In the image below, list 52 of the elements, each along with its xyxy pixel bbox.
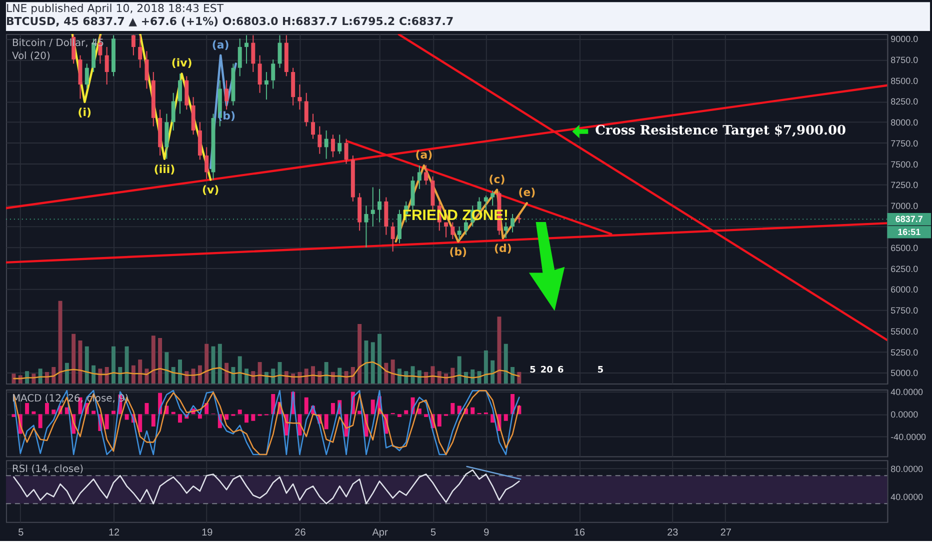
- y-tick-label: 9000.0: [890, 34, 918, 44]
- annotation: Cross Resistence Target $7,900.00: [595, 123, 846, 138]
- x-tick-label: 5: [18, 527, 24, 538]
- x-tick-label: 9: [484, 527, 490, 538]
- y-tick-label: 5500.0: [890, 326, 918, 336]
- x-tick-label: 16: [574, 527, 586, 538]
- data-label: (iv): [171, 56, 192, 70]
- y-tick-label: 8750.0: [890, 54, 918, 65]
- y-tick-label: 5750.0: [890, 306, 918, 316]
- y-tick-label: 6250.0: [890, 264, 918, 274]
- chart-title: LNE published April 10, 2018 18:43 EST: [6, 2, 224, 16]
- y-tick-label: 6000.0: [890, 284, 918, 295]
- chart-title: RSI (14, close): [12, 464, 84, 476]
- chart-title: Vol (20): [12, 50, 50, 62]
- annotation: 5: [530, 366, 536, 376]
- y-tick-label: -40.0000: [890, 432, 926, 442]
- x-tick-label: Apr: [372, 527, 388, 538]
- data-label: (d): [494, 242, 512, 256]
- x-tick-label: 12: [108, 527, 120, 538]
- data-label: (e): [518, 186, 536, 200]
- y-tick-label: 40.0000: [890, 387, 924, 398]
- y-tick-label: 5000.0: [890, 368, 918, 378]
- y-tick-label: 7250.0: [890, 180, 918, 190]
- data-label: (a): [415, 148, 433, 162]
- data-label: (a): [212, 38, 230, 52]
- y-tick-label: 8000.0: [890, 118, 918, 128]
- y-tick-label: 40.0000: [890, 492, 924, 502]
- y-tick-label: 8250.0: [890, 96, 918, 107]
- text: 16:51: [898, 227, 921, 238]
- x-tick-label: 19: [202, 527, 214, 538]
- y-tick-label: 7500.0: [890, 159, 918, 170]
- y-tick-label: 7000.0: [890, 201, 918, 212]
- y-tick-label: 7750.0: [890, 138, 918, 148]
- y-tick-label: 6500.0: [890, 242, 918, 253]
- y-tick-label: 8500.0: [890, 76, 918, 86]
- y-tick-label: 0.0000: [890, 410, 918, 420]
- data-label: (b): [449, 245, 468, 258]
- annotation: 5: [597, 366, 604, 376]
- y-tick-label: 5250.0: [890, 347, 918, 358]
- chart-subtitle: BTCUSD, 45 6837.7 ▲ +67.6 (+1%) O:6803.0 H:6837.7 L:6795.2 C:6837.7: [6, 15, 454, 28]
- data-label: (iii): [154, 162, 176, 176]
- ref-line-label: 6837.7: [895, 214, 923, 224]
- x-tick-label: 23: [667, 527, 679, 538]
- annotation: 20: [540, 366, 553, 376]
- annotation: 6: [557, 366, 564, 376]
- data-label: (i): [78, 106, 92, 120]
- data-label: (c): [488, 172, 506, 186]
- x-tick-label: 5: [430, 527, 436, 538]
- x-tick-label: 27: [720, 527, 732, 538]
- y-tick-label: 80.0000: [890, 464, 924, 474]
- x-tick-label: 26: [294, 527, 306, 538]
- data-label: (v): [202, 184, 220, 197]
